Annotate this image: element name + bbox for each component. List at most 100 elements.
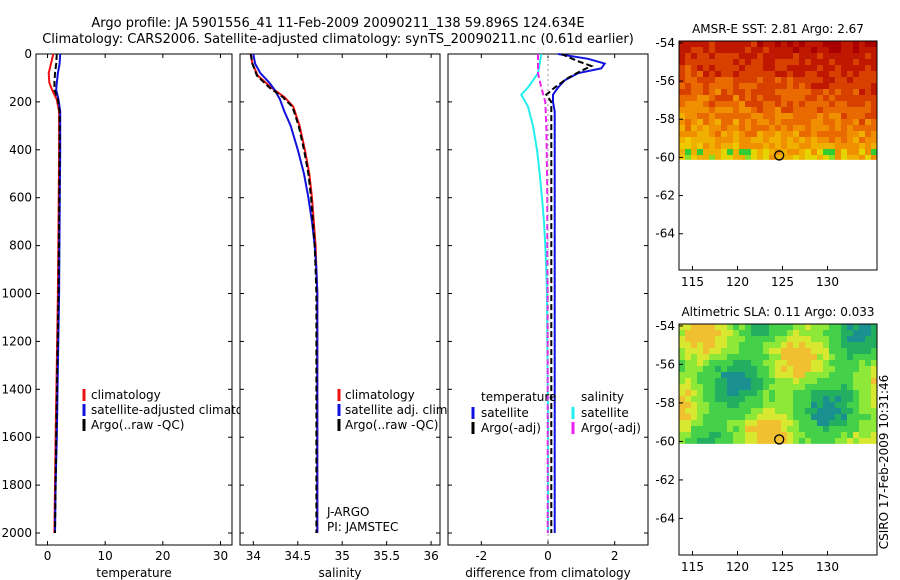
sla-heatmap-cell <box>847 384 854 391</box>
sst-heatmap-cell <box>703 125 710 132</box>
sla-heatmap-cell <box>751 384 758 391</box>
sst-heatmap-cell <box>847 101 854 108</box>
sst-heatmap-cell <box>817 95 824 102</box>
sst-heatmap-cell <box>715 77 722 84</box>
sst-heatmap-cell <box>679 89 686 96</box>
sla-heatmap-cell <box>709 420 716 427</box>
sla-heatmap-cell <box>805 414 812 421</box>
sst-heatmap-cell <box>811 59 818 66</box>
sst-heatmap-cell <box>799 125 806 132</box>
sla-heatmap-cell <box>691 432 698 439</box>
sst-heatmap-cell <box>751 59 758 66</box>
sla-heatmap-cell <box>715 408 722 415</box>
sla-heatmap-cell <box>805 420 812 427</box>
sst-heatmap-cell <box>799 89 806 96</box>
sst-heatmap-cell <box>739 143 746 150</box>
sst-heatmap-cell <box>865 125 872 132</box>
sla-heatmap-cell <box>739 354 746 361</box>
sst-heatmap-cell <box>691 107 698 114</box>
sst-heatmap-cell <box>763 131 770 138</box>
sla-heatmap-cell <box>871 408 878 415</box>
sla-heatmap-cell <box>829 420 836 427</box>
sst-heatmap-cell <box>871 83 878 90</box>
sla-heatmap-cell <box>775 438 782 444</box>
sla-heatmap-cell <box>745 396 752 403</box>
sla-heatmap-cell <box>841 372 848 379</box>
sla-heatmap-cell <box>721 408 728 415</box>
sst-heatmap-cell <box>739 119 746 126</box>
sst-heatmap-cell <box>763 101 770 108</box>
sla-heatmap-cell <box>829 432 836 439</box>
sst-heatmap-cell <box>823 113 830 120</box>
salinity-xtick-label: 34.5 <box>284 549 311 563</box>
sla-heatmap-cell <box>769 396 776 403</box>
sst-heatmap-cell <box>835 83 842 90</box>
sla-heatmap-cell <box>763 420 770 427</box>
sst-heatmap-cell <box>727 143 734 150</box>
sst-heatmap-cell <box>853 113 860 120</box>
sla-heatmap-cell <box>769 420 776 427</box>
sst-heatmap-cell <box>811 71 818 78</box>
sla-heatmap-cell <box>757 432 764 439</box>
sla-heatmap-cell <box>685 366 692 373</box>
sla-heatmap-cell <box>727 396 734 403</box>
sla-heatmap-cell <box>847 324 854 331</box>
sst-heatmap-cell <box>865 155 872 160</box>
sst-heatmap-cell <box>865 149 872 156</box>
sla-heatmap-cell <box>685 432 692 439</box>
sla-heatmap-cell <box>871 420 878 427</box>
sla-heatmap-cell <box>817 408 824 415</box>
sst-heatmap-cell <box>727 71 734 78</box>
sst-heatmap-cell <box>745 125 752 132</box>
sst-heatmap-cell <box>733 47 740 54</box>
sla-heatmap-cell <box>853 360 860 367</box>
sla-heatmap-cell <box>757 420 764 427</box>
sst-heatmap-cell <box>685 137 692 144</box>
sst-heatmap-cell <box>763 95 770 102</box>
sla-heatmap-cell <box>835 372 842 379</box>
sst-heatmap-cell <box>679 95 686 102</box>
sst-heatmap-cell <box>691 47 698 54</box>
sst-heatmap-cell <box>865 101 872 108</box>
sst-heatmap-cell <box>769 119 776 126</box>
sst-argo-location-marker <box>774 150 785 161</box>
sst-heatmap-cell <box>811 65 818 72</box>
sla-heatmap-cell <box>835 408 842 415</box>
sla-heatmap-cell <box>733 396 740 403</box>
sla-heatmap-cell <box>715 342 722 349</box>
sst-heatmap-cell <box>685 65 692 72</box>
sst-heatmap-cell <box>739 77 746 84</box>
sla-heatmap-cell <box>691 438 698 444</box>
sla-heatmap-cell <box>739 432 746 439</box>
sst-heatmap-cell <box>751 77 758 84</box>
sla-heatmap-cell <box>715 336 722 343</box>
sla-heatmap-cell <box>787 324 794 331</box>
sst-heatmap-cell <box>793 59 800 66</box>
sla-heatmap-cell <box>769 426 776 433</box>
sst-heatmap-cell <box>727 137 734 144</box>
sla-heatmap-cell <box>709 354 716 361</box>
sst-heatmap-cell <box>751 101 758 108</box>
sst-heatmap-cell <box>847 41 854 48</box>
sst-heatmap-cell <box>847 113 854 120</box>
sst-heatmap-cell <box>793 143 800 150</box>
sla-heatmap-cell <box>733 354 740 361</box>
sst-heatmap-cell <box>769 71 776 78</box>
sst-heatmap-cell <box>769 125 776 132</box>
sst-heatmap-cell <box>721 107 728 114</box>
sla-heatmap-cell <box>853 408 860 415</box>
difference-panel: -2 0 2 difference from climatology temperatu… <box>447 53 649 580</box>
sla-heatmap-cell <box>763 372 770 379</box>
sst-heatmap-cell <box>691 155 698 160</box>
sst-heatmap-cell <box>799 137 806 144</box>
sst-heatmap-cell <box>685 53 692 60</box>
sst-heatmap-cell <box>787 155 794 160</box>
sla-heatmap-cell <box>793 360 800 367</box>
sst-heatmap-cell <box>835 95 842 102</box>
sst-heatmap-cell <box>853 149 860 156</box>
salinity-series-argo-raw-qc- <box>249 53 318 533</box>
sla-heatmap-cell <box>685 372 692 379</box>
sst-heatmap-cell <box>757 107 764 114</box>
sla-heatmap-cell <box>847 408 854 415</box>
sst-heatmap-cell <box>691 41 698 48</box>
